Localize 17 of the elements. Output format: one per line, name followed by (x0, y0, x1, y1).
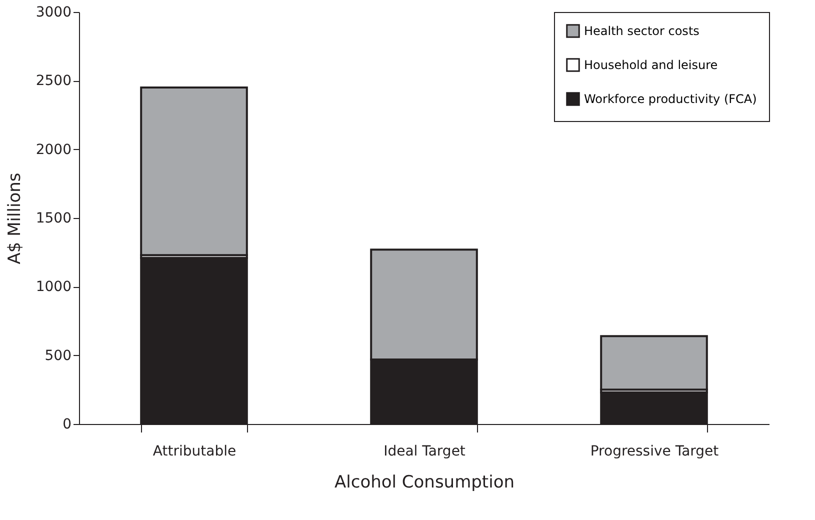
bar (140, 86, 248, 256)
legend-label: Health sector costs (584, 24, 700, 38)
y-tick-label: 500 (44, 348, 72, 364)
y-tick-label: 1000 (36, 279, 72, 296)
legend-label: Workforce productivity (FCA) (584, 92, 757, 106)
x-axis-title: Alcohol Consumption (334, 472, 514, 492)
y-tick-label: 2000 (36, 142, 72, 158)
bar (600, 335, 708, 391)
x-tick-label: Ideal Target (384, 444, 466, 460)
x-tick-label: Attributable (152, 444, 236, 460)
y-tick-label: 1500 (36, 210, 72, 226)
y-axis-title: A$ Millions (4, 172, 25, 264)
y-tick-label: 0 (62, 416, 72, 432)
x-tick-label: Progressive Target (590, 444, 720, 460)
y-tick-label: 2500 (36, 73, 72, 90)
y-tick-label: 3000 (36, 4, 72, 20)
legend-label: Household and leisure (584, 58, 718, 72)
